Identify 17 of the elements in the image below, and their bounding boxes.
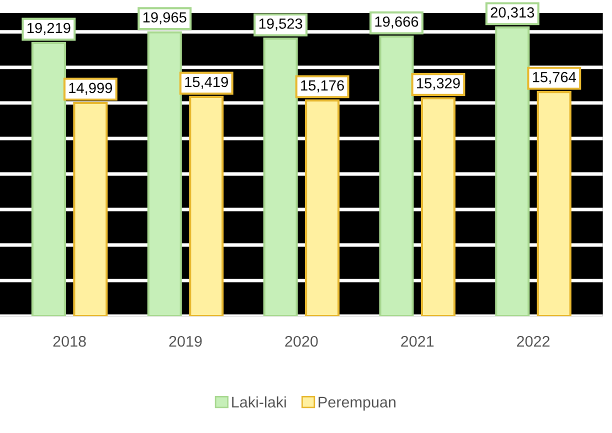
data-label: 19,523 [259,18,302,31]
data-label: 20,313 [490,7,534,20]
x-tick-label: 2022 [517,336,550,347]
data-label: 19,965 [143,12,186,24]
data-label: 15,419 [185,76,228,89]
data-label: 15,764 [532,72,576,84]
x-tick-label: 2021 [401,336,434,347]
legend-label: Laki-laki [232,396,286,408]
data-label: 19,219 [28,22,70,35]
data-label: 14,999 [69,82,112,95]
x-tick-label: 2020 [285,336,318,347]
data-label: 19,666 [375,16,418,29]
x-tick-label: 2019 [169,336,202,347]
legend-label: Perempuan [318,396,396,411]
data-label: 15,329 [417,78,460,90]
x-tick-label: 2018 [53,336,86,347]
data-label: 15,176 [301,80,344,92]
